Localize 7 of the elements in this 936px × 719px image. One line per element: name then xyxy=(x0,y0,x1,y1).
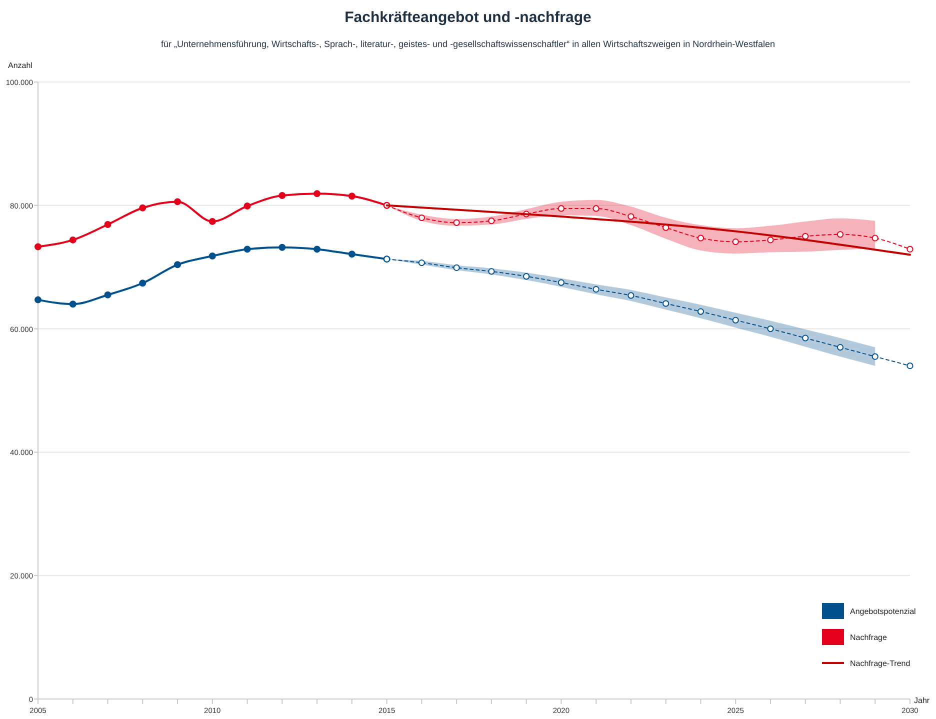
legend-label: Angebotspotenzial xyxy=(850,607,916,616)
chart-title: Fachkräfteangebot und -nachfrage xyxy=(344,9,592,26)
y-axis-title: Anzahl xyxy=(8,61,33,70)
legend-label: Nachfrage xyxy=(850,633,888,642)
chart-subtitle: für „Unternehmensführung, Wirtschafts-, Sprach-, literatur-, geistes- und -gesellschaftswissenschaftler“ in allen Wirtschaftszweigen in Nordrhein-Westfalen xyxy=(160,39,776,49)
x-axis-title: Jahr xyxy=(914,696,930,705)
legend-label: Nachfrage-Trend xyxy=(850,659,910,668)
